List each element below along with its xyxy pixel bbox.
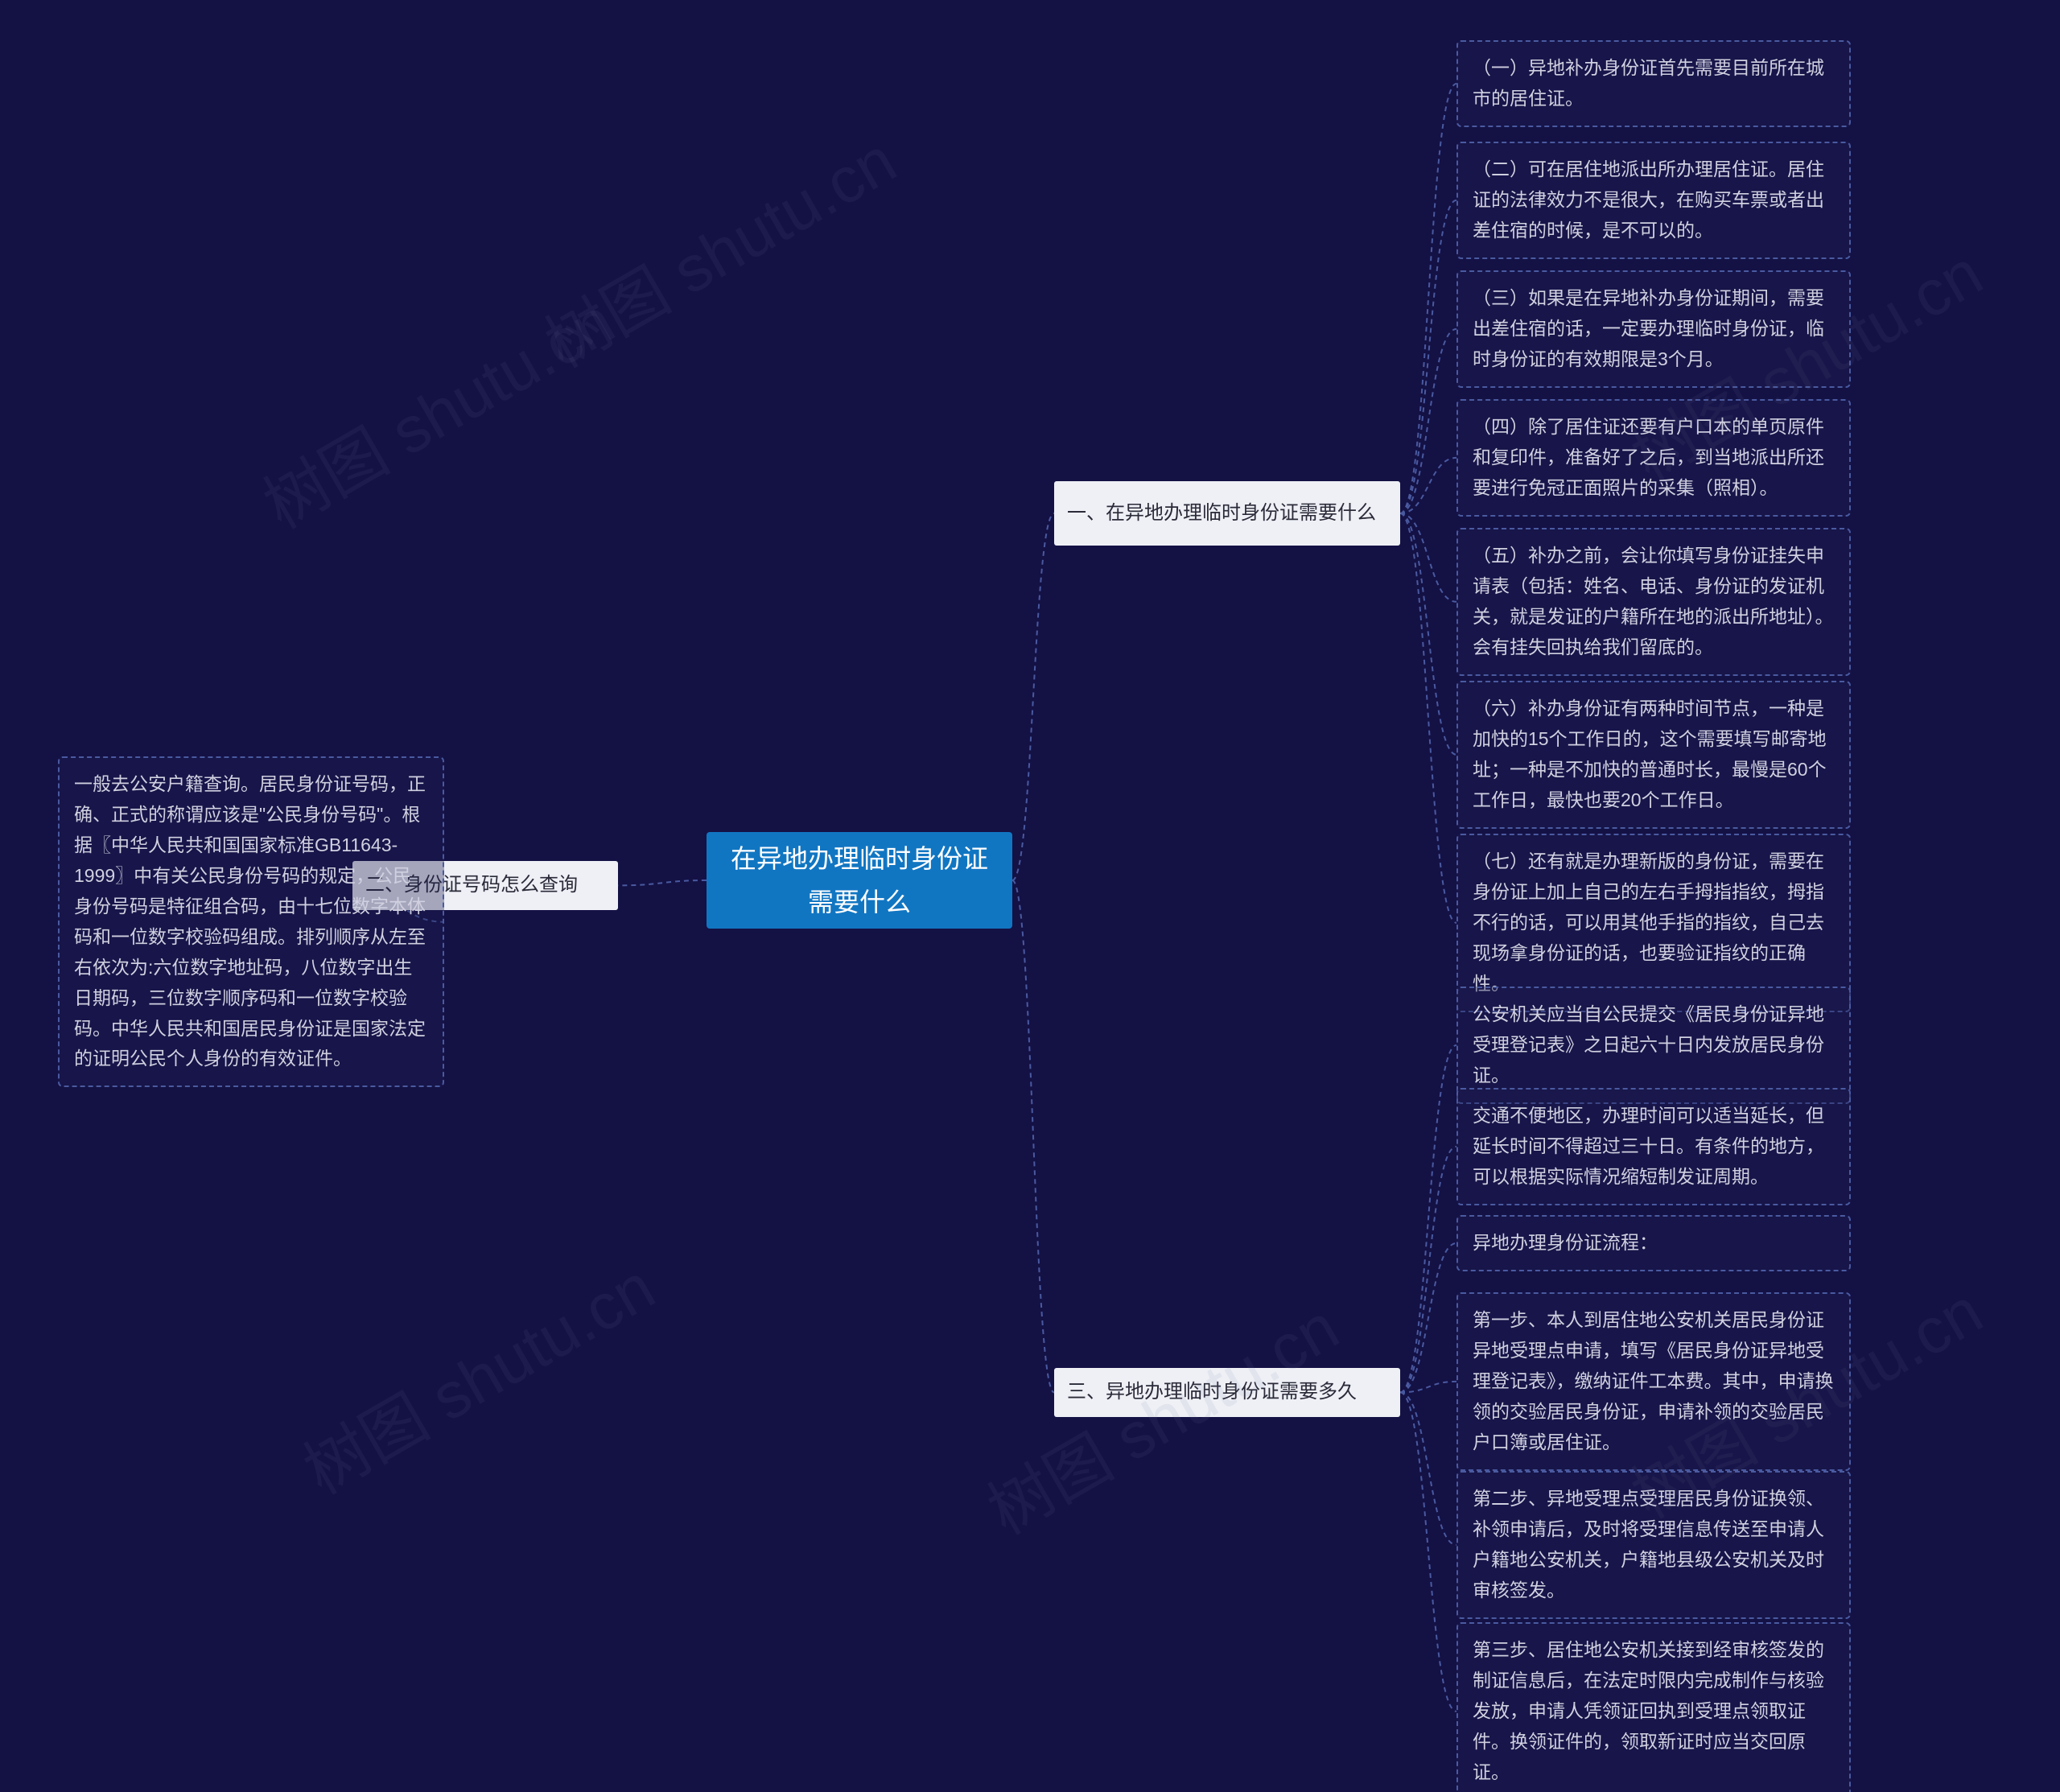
leaf-node: （二）可在居住地派出所办理居住证。居住证的法律效力不是很大，在购买车票或者出差住… xyxy=(1456,142,1851,259)
leaf-text: （七）还有就是办理新版的身份证，需要在身份证上加上自己的左右手拇指指纹，拇指不行… xyxy=(1473,851,1824,994)
watermark: 树图 shutu.cn xyxy=(284,1237,669,1513)
leaf-text: 交通不便地区，办理时间可以适当延长，但延长时间不得超过三十日。有条件的地方，可以… xyxy=(1473,1105,1824,1187)
leaf-text: （六）补办身份证有两种时间节点，一种是加快的15个工作日的，这个需要填写邮寄地址… xyxy=(1473,698,1827,810)
leaf-node: （七）还有就是办理新版的身份证，需要在身份证上加上自己的左右手拇指指纹，拇指不行… xyxy=(1456,834,1851,1012)
leaf-text: （一）异地补办身份证首先需要目前所在城市的居住证。 xyxy=(1473,57,1824,109)
leaf-node: 交通不便地区，办理时间可以适当延长，但延长时间不得超过三十日。有条件的地方，可以… xyxy=(1456,1088,1851,1205)
leaf-node: （六）补办身份证有两种时间节点，一种是加快的15个工作日的，这个需要填写邮寄地址… xyxy=(1456,681,1851,829)
root-node: 在异地办理临时身份证需要什么 xyxy=(707,832,1012,929)
leaf-node: （五）补办之前，会让你填写身份证挂失申请表（包括：姓名、电话、身份证的发证机关，… xyxy=(1456,528,1851,676)
leaf-text: 异地办理身份证流程： xyxy=(1473,1232,1658,1253)
root-text: 在异地办理临时身份证需要什么 xyxy=(731,837,988,925)
leaf-text: 第三步、居住地公安机关接到经审核签发的制证信息后，在法定时限内完成制作与核验发放… xyxy=(1473,1639,1824,1782)
leaf-node: 第三步、居住地公安机关接到经审核签发的制证信息后，在法定时限内完成制作与核验发放… xyxy=(1456,1622,1851,1792)
leaf-text: （五）补办之前，会让你填写身份证挂失申请表（包括：姓名、电话、身份证的发证机关，… xyxy=(1473,545,1834,657)
branch-node: 一、在异地办理临时身份证需要什么 xyxy=(1054,481,1400,546)
leaf-node: （一）异地补办身份证首先需要目前所在城市的居住证。 xyxy=(1456,40,1851,127)
watermark: 树图 shutu.cn xyxy=(525,110,910,386)
leaf-text: （二）可在居住地派出所办理居住证。居住证的法律效力不是很大，在购买车票或者出差住… xyxy=(1473,159,1824,241)
leaf-node: 公安机关应当自公民提交《居民身份证异地受理登记表》之日起六十日内发放居民身份证。 xyxy=(1456,987,1851,1104)
leaf-text: 一般去公安户籍查询。居民身份证号码，正确、正式的称谓应该是"公民身份号码"。根据… xyxy=(74,773,426,1069)
branch-label: 一、在异地办理临时身份证需要什么 xyxy=(1067,497,1376,530)
leaf-text: 公安机关应当自公民提交《居民身份证异地受理登记表》之日起六十日内发放居民身份证。 xyxy=(1473,1003,1824,1085)
leaf-node: 一般去公安户籍查询。居民身份证号码，正确、正式的称谓应该是"公民身份号码"。根据… xyxy=(58,756,444,1087)
leaf-node: 异地办理身份证流程： xyxy=(1456,1215,1851,1271)
